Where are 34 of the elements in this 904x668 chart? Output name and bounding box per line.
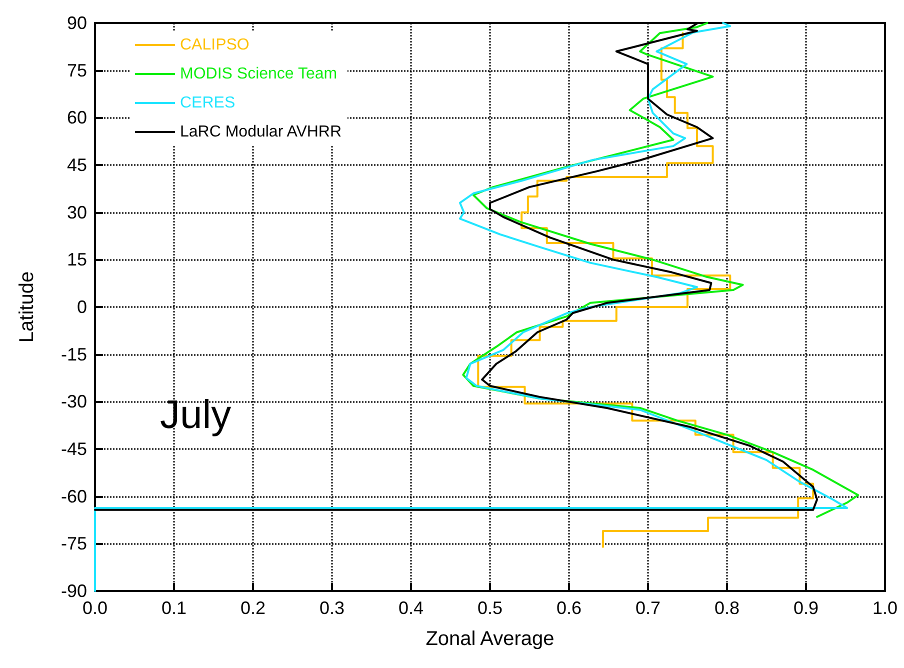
y-tick-label: 30 <box>66 202 87 222</box>
y-tick-label: 45 <box>66 155 87 175</box>
line-series <box>94 22 848 592</box>
x-tick-label: 0.1 <box>161 598 187 618</box>
legend-label: MODIS Science Team <box>180 66 338 82</box>
y-tick-label: 15 <box>66 250 87 270</box>
y-tick-label: 75 <box>66 60 87 80</box>
x-tick-label: 0.3 <box>319 598 345 618</box>
y-tick-label: -15 <box>60 344 87 364</box>
legend-label: CERES <box>180 94 236 112</box>
y-tick-label: 60 <box>66 108 87 128</box>
y-tick-label: 90 <box>66 13 87 33</box>
x-axis-title: Zonal Average <box>426 628 554 650</box>
x-tick-label: 0.6 <box>556 598 582 618</box>
legend-label: LaRC Modular AVHRR <box>180 124 342 140</box>
legend-label: CALIPSO <box>180 36 250 54</box>
x-tick-label: 1.0 <box>872 598 898 618</box>
line-series <box>462 22 860 518</box>
y-tick-label: -90 <box>60 581 87 601</box>
x-tick-label: 0.0 <box>82 598 108 618</box>
y-tick-label: 0 <box>76 297 87 317</box>
y-axis-title: Latitude <box>16 271 38 343</box>
annotation: July <box>160 393 232 437</box>
y-tick-label: -60 <box>60 486 87 506</box>
x-tick-label: 0.5 <box>477 598 503 618</box>
y-tick-label: -75 <box>60 534 87 554</box>
line-series <box>477 32 814 548</box>
x-tick-label: 0.4 <box>398 598 424 618</box>
x-tick-label: 0.9 <box>793 598 819 618</box>
y-tick-label: -30 <box>60 392 87 412</box>
x-tick-label: 0.2 <box>240 598 266 618</box>
y-tick-label: -45 <box>60 439 87 459</box>
x-tick-label: 0.8 <box>714 598 740 618</box>
x-tick-label: 0.7 <box>635 598 661 618</box>
